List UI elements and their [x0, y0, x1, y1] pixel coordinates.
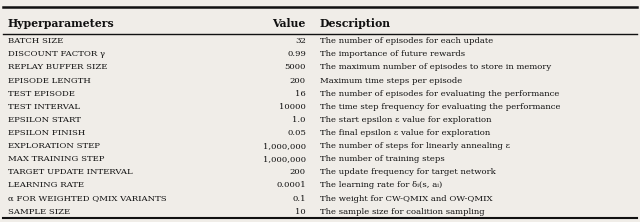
Text: The importance of future rewards: The importance of future rewards [320, 50, 465, 58]
Text: TARGET UPDATE INTERVAL: TARGET UPDATE INTERVAL [8, 168, 132, 176]
Text: The update frequency for target network: The update frequency for target network [320, 168, 496, 176]
Text: BATCH SIZE: BATCH SIZE [8, 37, 63, 45]
Text: The maximum number of episodes to store in memory: The maximum number of episodes to store … [320, 63, 551, 71]
Text: The number of episodes for evaluating the performance: The number of episodes for evaluating th… [320, 90, 559, 98]
Text: The learning rate for δᵢ(s, aᵢ): The learning rate for δᵢ(s, aᵢ) [320, 181, 442, 190]
Text: 1.0: 1.0 [292, 116, 306, 124]
Text: LEARNING RATE: LEARNING RATE [8, 181, 84, 190]
Text: The start epsilon ε value for exploration: The start epsilon ε value for exploratio… [320, 116, 492, 124]
Text: 200: 200 [290, 77, 306, 85]
Text: The number of training steps: The number of training steps [320, 155, 445, 163]
Text: 0.05: 0.05 [287, 129, 306, 137]
Text: The number of steps for linearly annealing ε: The number of steps for linearly anneali… [320, 142, 510, 150]
Text: 10: 10 [295, 208, 306, 216]
Text: Maximum time steps per episode: Maximum time steps per episode [320, 77, 462, 85]
Text: REPLAY BUFFER SIZE: REPLAY BUFFER SIZE [8, 63, 107, 71]
Text: EXPLORATION STEP: EXPLORATION STEP [8, 142, 100, 150]
Text: EPSILON FINISH: EPSILON FINISH [8, 129, 85, 137]
Text: The final epsilon ε value for exploration: The final epsilon ε value for exploratio… [320, 129, 490, 137]
Text: Hyperparameters: Hyperparameters [8, 18, 115, 29]
Text: The sample size for coalition sampling: The sample size for coalition sampling [320, 208, 484, 216]
Text: α FOR WEIGHTED QMIX VARIANTS: α FOR WEIGHTED QMIX VARIANTS [8, 195, 166, 203]
Text: 0.99: 0.99 [287, 50, 306, 58]
Text: The weight for CW-QMIX and OW-QMIX: The weight for CW-QMIX and OW-QMIX [320, 195, 493, 203]
Text: MAX TRAINING STEP: MAX TRAINING STEP [8, 155, 104, 163]
Text: 10000: 10000 [279, 103, 306, 111]
Text: SAMPLE SIZE: SAMPLE SIZE [8, 208, 70, 216]
Text: TEST EPISODE: TEST EPISODE [8, 90, 74, 98]
Text: The number of episodes for each update: The number of episodes for each update [320, 37, 493, 45]
Text: EPSILON START: EPSILON START [8, 116, 81, 124]
Text: 16: 16 [295, 90, 306, 98]
Text: DISCOUNT FACTOR γ: DISCOUNT FACTOR γ [8, 50, 105, 58]
Text: Description: Description [320, 18, 391, 29]
Text: 5000: 5000 [284, 63, 306, 71]
Text: Value: Value [273, 18, 306, 29]
Text: 1,000,000: 1,000,000 [263, 142, 306, 150]
Text: EPISODE LENGTH: EPISODE LENGTH [8, 77, 90, 85]
Text: 0.1: 0.1 [292, 195, 306, 203]
Text: 0.0001: 0.0001 [276, 181, 306, 190]
Text: The time step frequency for evaluating the performance: The time step frequency for evaluating t… [320, 103, 561, 111]
Text: TEST INTERVAL: TEST INTERVAL [8, 103, 80, 111]
Text: 200: 200 [290, 168, 306, 176]
Text: 32: 32 [295, 37, 306, 45]
Text: 1,000,000: 1,000,000 [263, 155, 306, 163]
